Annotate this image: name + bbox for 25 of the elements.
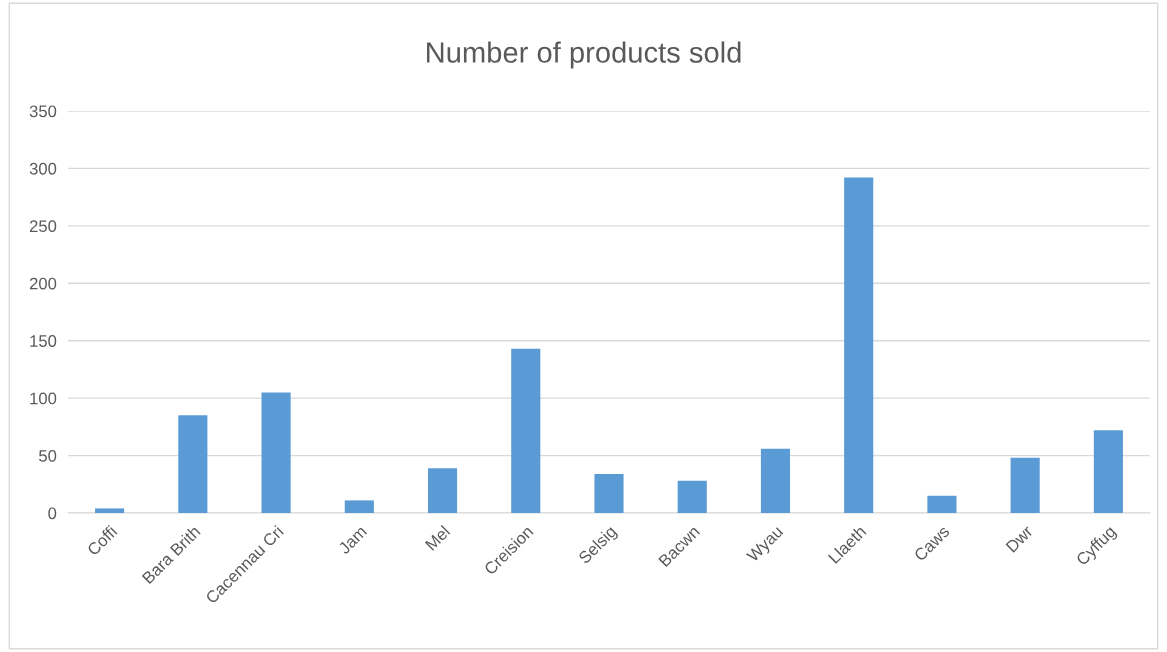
y-tick-label: 200	[29, 277, 57, 290]
bar	[844, 177, 874, 513]
bar	[344, 500, 374, 513]
x-tick-label: Dwr	[1005, 524, 1034, 553]
y-tick-label: 100	[30, 392, 57, 405]
x-tick-label: Jam	[337, 525, 368, 555]
y-tick-label: 250	[29, 220, 57, 233]
chart-title: Number of products sold	[427, 41, 741, 69]
x-tick-label: Mel	[424, 524, 451, 551]
bar	[760, 448, 791, 513]
y-tick-label: 300	[29, 162, 57, 175]
bar	[677, 480, 707, 513]
bar	[511, 348, 541, 513]
bar	[427, 468, 458, 513]
bar	[1010, 457, 1040, 513]
y-tick-label: 350	[29, 105, 57, 118]
bar	[594, 473, 624, 513]
bar	[261, 392, 291, 513]
bar	[178, 415, 208, 513]
y-tick-label: 50	[39, 449, 57, 462]
y-tick-label: 0	[48, 507, 57, 520]
bar	[95, 508, 125, 513]
y-tick-label: 150	[30, 335, 57, 347]
bar	[1093, 430, 1123, 513]
bar	[927, 495, 957, 513]
